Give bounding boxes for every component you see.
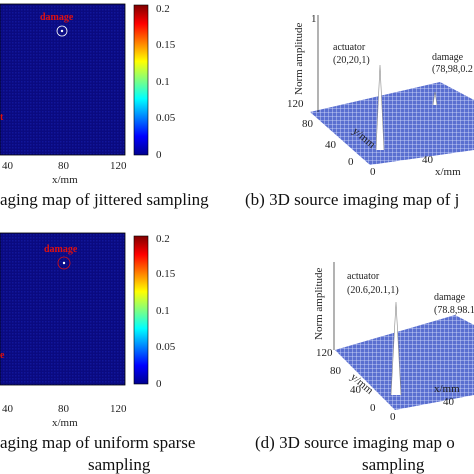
actuator-peak: [390, 301, 402, 396]
damage-marker: [56, 25, 68, 37]
damage-peak: [432, 91, 438, 106]
x-tick: 80: [58, 160, 70, 172]
actuator-peak: [375, 64, 385, 151]
caption: (b) 3D source imaging map of j: [245, 190, 459, 209]
caption: (d) 3D source imaging map o: [255, 433, 455, 452]
damage-marker: [57, 256, 71, 270]
x-tick: 120: [110, 160, 127, 172]
caption: aging map of uniform sparse: [0, 433, 195, 452]
y-tick: 40: [325, 139, 337, 151]
colorbar-tick: 0.15: [156, 268, 176, 280]
caption: sampling: [362, 455, 425, 474]
caption: sampling: [88, 455, 151, 474]
damage-coords: (78.8,98.1,0.0: [434, 305, 474, 316]
panel-c: damage e 0.2 0.15 0.1 0.05 0 40 80 120 x…: [0, 232, 195, 474]
surface: [310, 82, 474, 165]
x-tick: 0: [370, 166, 376, 178]
x-tick: 80: [58, 403, 70, 415]
actuator-label: actuator: [333, 42, 366, 53]
colorbar-tick: 0.05: [156, 112, 176, 124]
y-tick: 0: [370, 402, 376, 414]
damage-point: [62, 261, 66, 265]
x-axis-label: x/mm: [435, 166, 461, 178]
colorbar-tick: 0.1: [156, 305, 170, 317]
colorbar: [133, 235, 149, 385]
colorbar-tick: 0.15: [156, 39, 176, 51]
damage-label: damage: [432, 52, 464, 63]
actuator-label: e: [0, 350, 5, 361]
x-tick: 120: [110, 403, 127, 415]
colorbar: [133, 4, 149, 156]
z-tick: 1: [311, 13, 317, 25]
damage-label: damage: [40, 12, 74, 23]
x-tick: 40: [2, 403, 14, 415]
x-tick: 40: [2, 160, 14, 172]
damage-point: [60, 29, 64, 33]
x-tick: 40: [443, 396, 455, 408]
y-tick: 80: [330, 365, 342, 377]
panel-d: Norm amplitude actuator (20.6,20.1,1) da…: [255, 262, 474, 474]
damage-coords: (78,98,0.2: [432, 64, 473, 75]
colorbar-tick: 0.1: [156, 76, 170, 88]
y-tick: 120: [287, 98, 304, 110]
x-axis-label: x/mm: [52, 417, 78, 429]
x-tick: 0: [390, 411, 396, 423]
caption: aging map of jittered sampling: [0, 190, 209, 209]
x-tick: 40: [422, 154, 434, 166]
colorbar-tick: 0.05: [156, 341, 176, 353]
damage-label: damage: [44, 244, 78, 255]
y-tick: 120: [316, 347, 333, 359]
colorbar-tick: 0.2: [156, 3, 170, 15]
surface: [335, 315, 474, 410]
actuator-label: t: [0, 112, 4, 123]
y-tick: 0: [348, 156, 354, 168]
heatmap: [0, 3, 126, 156]
actuator-coords: (20,20,1): [333, 55, 370, 66]
actuator-coords: (20.6,20.1,1): [347, 285, 399, 296]
damage-label: damage: [434, 292, 466, 303]
x-axis-label: x/mm: [434, 383, 460, 395]
y-tick: 40: [350, 384, 362, 396]
colorbar-tick: 0.2: [156, 233, 170, 245]
panel-a: damage t 0.2 0.15 0.1 0.05 0 40 80 120 x…: [0, 3, 209, 209]
colorbar-tick: 0: [156, 149, 162, 161]
heatmap: [0, 232, 126, 386]
actuator-label: actuator: [347, 271, 380, 282]
colorbar-tick: 0: [156, 378, 162, 390]
y-tick: 80: [302, 118, 314, 130]
panel-b: 1 Norm amplitude actuator (20,20,1) dama…: [245, 13, 474, 209]
x-axis-label: x/mm: [52, 174, 78, 186]
z-axis-label: Norm amplitude: [293, 22, 305, 95]
z-axis-label: Norm amplitude: [313, 267, 325, 340]
